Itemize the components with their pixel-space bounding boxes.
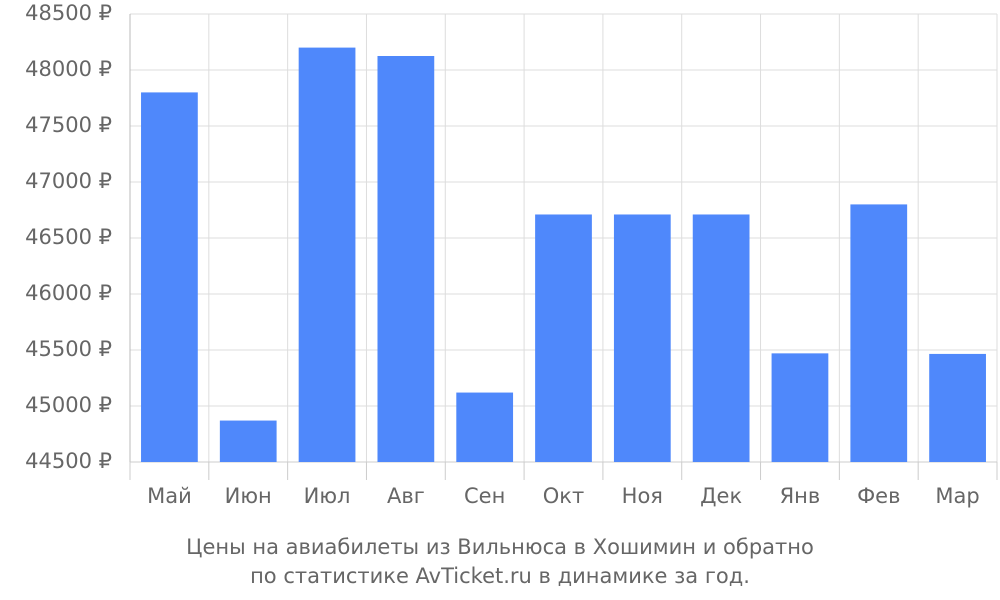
- chart-title: Цены на авиабилеты из Вильнюса в Хошимин…: [186, 535, 814, 559]
- x-tick-label: Май: [147, 484, 192, 508]
- bar: [377, 56, 435, 462]
- y-tick-label: 47000 ₽: [25, 169, 112, 193]
- x-tick-label: Июл: [304, 484, 351, 508]
- bar: [141, 92, 198, 463]
- y-tick-label: 45500 ₽: [25, 337, 112, 361]
- y-tick-label: 44500 ₽: [25, 449, 112, 473]
- x-tick-label: Сен: [464, 484, 505, 508]
- bar: [771, 353, 829, 462]
- bar: [613, 214, 671, 462]
- bar: [298, 47, 356, 462]
- bar: [850, 204, 908, 462]
- y-tick-label: 46000 ₽: [25, 281, 112, 305]
- bar: [219, 420, 277, 462]
- x-tick-label: Окт: [543, 484, 584, 508]
- y-tick-label: 47500 ₽: [25, 113, 112, 137]
- y-tick-label: 48500 ₽: [25, 1, 112, 25]
- y-tick-label: 45000 ₽: [25, 393, 112, 417]
- chart-subtitle: по статистике AvTicket.ru в динамике за …: [250, 564, 750, 588]
- x-tick-label: Ноя: [622, 484, 663, 508]
- bar: [535, 214, 592, 462]
- bar: [692, 214, 750, 462]
- bar: [929, 353, 986, 462]
- x-tick-label: Фев: [857, 484, 900, 508]
- x-tick-label: Мар: [935, 484, 979, 508]
- x-tick-label: Авг: [387, 484, 425, 508]
- bar: [456, 392, 514, 462]
- y-tick-label: 48000 ₽: [25, 57, 112, 81]
- x-tick-label: Июн: [225, 484, 272, 508]
- y-tick-label: 46500 ₽: [25, 225, 112, 249]
- x-tick-label: Янв: [780, 484, 821, 508]
- x-tick-label: Дек: [700, 484, 742, 508]
